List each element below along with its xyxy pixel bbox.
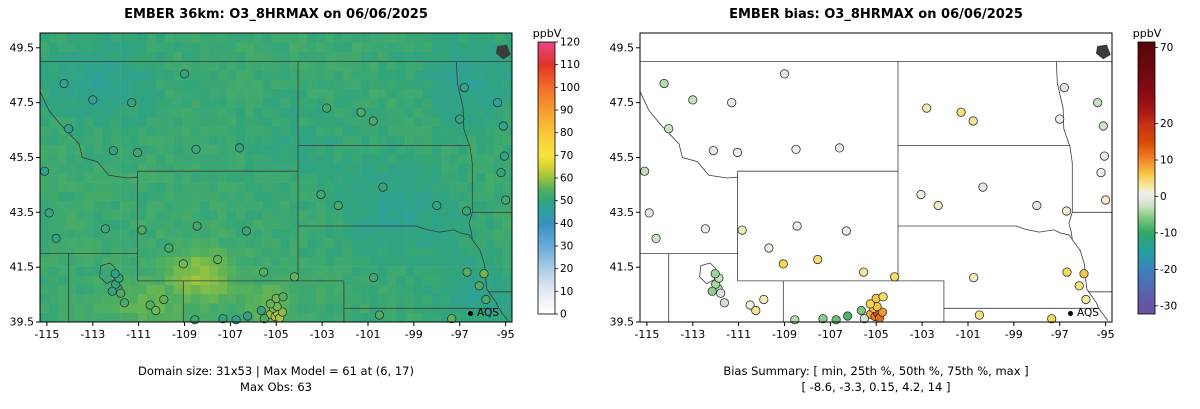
right-colorbar-unit-label: ppbV: [1132, 27, 1162, 40]
svg-text:-20: -20: [1160, 264, 1177, 276]
bias-map-background: [640, 33, 1112, 322]
svg-text:45.5: 45.5: [10, 151, 35, 164]
svg-text:-115: -115: [634, 328, 659, 341]
aqs-dot-icon: [1068, 310, 1073, 316]
svg-text:10: 10: [560, 286, 573, 298]
svg-text:70: 70: [1160, 42, 1173, 54]
state-borders: [640, 44, 1112, 322]
svg-text:100: 100: [560, 82, 580, 94]
aqs-label: AQS: [477, 307, 499, 319]
left-aqs-legend: AQS: [468, 307, 499, 319]
svg-text:-105: -105: [864, 328, 889, 341]
great-salt-lake-outline: [699, 262, 717, 285]
svg-text:10: 10: [1160, 155, 1173, 167]
aqs-label: AQS: [1077, 307, 1099, 319]
right-caption-line2: [ -8.6, -3.3, 0.15, 4.2, 14 ]: [801, 380, 951, 394]
obs-site-markers: [639, 69, 1111, 325]
left-caption-line2: Max Obs: 63: [240, 380, 312, 394]
svg-text:-115: -115: [34, 328, 59, 341]
svg-text:60: 60: [560, 173, 573, 185]
svg-text:-103: -103: [910, 328, 935, 341]
svg-text:-30: -30: [1160, 300, 1177, 312]
left-colorbar-unit-label: ppbV: [532, 27, 562, 40]
colorbar: [537, 41, 556, 315]
svg-text:-103: -103: [310, 328, 335, 341]
svg-text:47.5: 47.5: [610, 96, 635, 109]
svg-text:-107: -107: [818, 328, 843, 341]
right-caption-line1: Bias Summary: [ min, 25th %, 50th %, 75t…: [723, 364, 1029, 378]
axis-labels: -115 -113 -111 -109 -107 -105 -103 -101 -99 -97 -9…: [610, 41, 1115, 341]
svg-text:0: 0: [560, 309, 567, 321]
svg-text:-109: -109: [772, 328, 797, 341]
svg-text:-111: -111: [126, 328, 151, 341]
model-raster: [40, 33, 512, 322]
left-caption-line1: Domain size: 31x53 | Max Model = 61 at (…: [137, 364, 414, 378]
svg-text:41.5: 41.5: [10, 261, 35, 274]
right-aqs-legend: AQS: [1068, 307, 1099, 319]
svg-text:70: 70: [560, 150, 573, 162]
svg-text:41.5: 41.5: [610, 261, 635, 274]
svg-text:110: 110: [560, 59, 580, 71]
svg-text:39.5: 39.5: [10, 316, 35, 329]
left-map-title: EMBER 36km: O3_8HRMAX on 06/06/2025: [124, 7, 428, 22]
svg-text:-109: -109: [172, 328, 197, 341]
right-map-title: EMBER bias: O3_8HRMAX on 06/06/2025: [729, 7, 1023, 22]
svg-text:-99: -99: [405, 328, 423, 341]
svg-text:49.5: 49.5: [610, 41, 635, 54]
svg-text:-101: -101: [356, 328, 381, 341]
svg-text:39.5: 39.5: [610, 316, 635, 329]
svg-text:90: 90: [560, 105, 573, 117]
svg-text:-101: -101: [956, 328, 981, 341]
axis-ticks: [36, 47, 507, 326]
svg-text:-97: -97: [1051, 328, 1069, 341]
state-borders: [40, 44, 512, 322]
lake-of-the-woods: [495, 44, 511, 60]
svg-text:-95: -95: [1097, 328, 1115, 341]
svg-text:120: 120: [560, 37, 580, 49]
svg-text:50: 50: [560, 195, 573, 207]
svg-text:45.5: 45.5: [610, 151, 635, 164]
svg-text:-99: -99: [1005, 328, 1023, 341]
axis-labels: -115 -113 -111 -109 -107 -105 -103 -101 -99 -97 -9…: [10, 41, 515, 341]
svg-text:-95: -95: [497, 328, 515, 341]
svg-text:80: 80: [560, 127, 573, 139]
svg-text:30: 30: [560, 241, 573, 253]
colorbar-ticks: 70 20 10 0 -10 -20 -30: [1155, 42, 1177, 312]
svg-text:-105: -105: [264, 328, 289, 341]
svg-text:47.5: 47.5: [10, 96, 35, 109]
svg-text:49.5: 49.5: [10, 41, 35, 54]
svg-text:-10: -10: [1160, 227, 1177, 239]
svg-text:20: 20: [1160, 118, 1173, 130]
lake-of-the-woods: [1095, 44, 1111, 60]
aqs-dot-icon: [468, 310, 473, 316]
svg-text:-113: -113: [680, 328, 705, 341]
svg-text:-113: -113: [80, 328, 105, 341]
svg-text:-111: -111: [726, 328, 751, 341]
colorbar: [1137, 41, 1156, 315]
axis-ticks: [636, 47, 1107, 326]
obs-site-markers: [39, 69, 511, 325]
svg-text:-97: -97: [451, 328, 469, 341]
svg-text:40: 40: [560, 218, 573, 230]
svg-text:43.5: 43.5: [610, 206, 635, 219]
svg-text:0: 0: [1160, 191, 1167, 203]
svg-text:20: 20: [560, 263, 573, 275]
great-salt-lake-outline: [99, 262, 117, 285]
svg-text:-107: -107: [218, 328, 243, 341]
svg-text:43.5: 43.5: [10, 206, 35, 219]
